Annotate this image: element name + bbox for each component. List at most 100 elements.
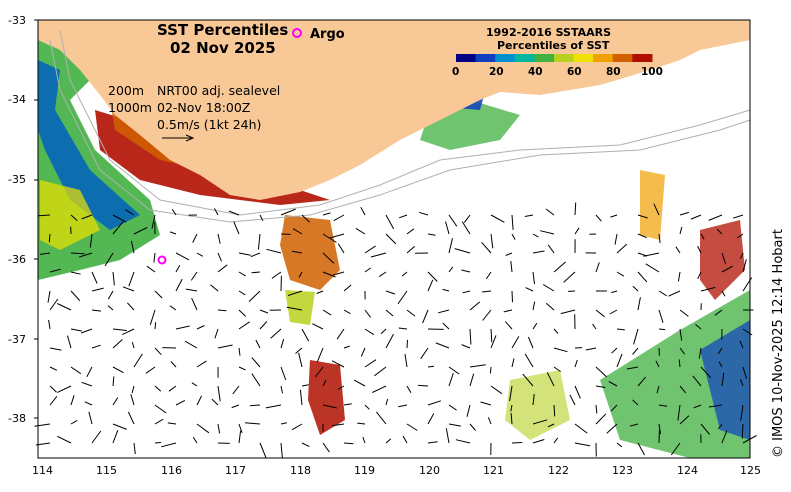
current-vector	[161, 442, 177, 448]
current-vector	[404, 354, 408, 368]
current-vector	[122, 328, 135, 336]
current-vector	[112, 376, 115, 387]
bathymetry-contours	[49, 29, 751, 223]
current-vector	[616, 353, 623, 368]
current-vector	[238, 252, 251, 256]
current-vector	[448, 238, 453, 254]
current-vector	[217, 264, 228, 273]
current-vector	[469, 423, 476, 431]
current-vector	[445, 428, 450, 444]
current-vector	[385, 398, 389, 406]
current-vector	[292, 228, 303, 235]
current-vector	[490, 385, 503, 395]
current-vector	[595, 404, 598, 414]
current-vector	[329, 233, 345, 239]
current-vector	[271, 271, 282, 279]
current-vector	[337, 243, 345, 254]
current-vector	[658, 233, 661, 243]
current-vector	[539, 230, 555, 235]
current-vector	[48, 233, 51, 243]
current-vector	[385, 309, 394, 317]
sst-patch-se-mix	[600, 290, 750, 458]
current-vector	[287, 290, 303, 296]
current-vector	[238, 290, 246, 296]
current-vector	[574, 227, 580, 235]
sealevel-time-label: 02-Nov 18:00Z	[157, 100, 250, 115]
current-vector	[332, 271, 345, 276]
current-vector	[280, 208, 296, 216]
current-vector	[658, 328, 666, 331]
current-vector	[490, 214, 505, 223]
current-vector	[244, 422, 261, 425]
current-vector	[490, 233, 494, 249]
current-vector	[112, 339, 123, 349]
current-vector	[238, 271, 246, 277]
current-vector	[154, 404, 167, 414]
current-vector	[48, 319, 51, 330]
current-vector	[532, 233, 539, 238]
current-vector	[104, 252, 114, 267]
current-vector	[175, 278, 183, 292]
current-vector	[248, 290, 261, 302]
current-vector	[546, 372, 555, 387]
current-vector	[721, 290, 726, 297]
current-vector	[34, 423, 51, 427]
current-vector	[427, 441, 438, 444]
current-vector	[70, 271, 81, 275]
current-vector	[217, 344, 233, 349]
legend-title-line2: Percentiles of SST	[497, 39, 610, 52]
current-vector	[553, 261, 567, 273]
current-vector	[545, 302, 555, 311]
current-vector	[131, 341, 135, 349]
current-vector	[695, 324, 702, 330]
current-vector	[406, 309, 416, 317]
current-vector	[171, 209, 177, 216]
sst-patch-west-yellow	[40, 180, 100, 250]
current-vector	[331, 423, 345, 427]
current-vector	[585, 347, 597, 351]
current-vector	[170, 361, 177, 368]
current-vector	[610, 214, 618, 218]
current-vector	[214, 328, 219, 339]
current-vector	[490, 335, 497, 349]
current-vector	[211, 398, 219, 406]
current-vector	[574, 359, 578, 368]
current-vector	[708, 214, 723, 221]
current-vector	[716, 228, 723, 235]
current-vector	[632, 285, 639, 292]
current-vector	[47, 290, 51, 303]
current-vector	[322, 252, 335, 264]
current-vector	[233, 221, 240, 235]
current-vector	[527, 336, 534, 349]
current-vector	[742, 259, 747, 273]
legend-color-swatch	[612, 54, 633, 62]
current-vector	[265, 404, 282, 409]
current-vector	[57, 303, 72, 311]
current-vector	[509, 385, 513, 402]
legend-color-swatch	[632, 54, 653, 62]
current-vector	[645, 263, 660, 273]
current-vector	[250, 252, 261, 258]
current-vector	[679, 347, 686, 355]
current-vector	[505, 252, 513, 256]
current-vector	[133, 353, 143, 368]
sst-patch-west-blue	[38, 60, 140, 230]
current-vector	[217, 385, 221, 402]
map-date: 02 Nov 2025	[170, 39, 276, 57]
current-vector	[692, 375, 702, 387]
current-vector	[259, 309, 269, 314]
current-vector	[107, 305, 114, 311]
current-vector	[741, 423, 744, 439]
map-title: SST Percentiles	[157, 21, 288, 39]
current-vector	[406, 228, 415, 235]
current-vector	[714, 309, 723, 316]
current-vector	[70, 290, 81, 301]
current-vector	[547, 423, 555, 428]
current-vector	[574, 442, 591, 447]
current-vector	[127, 302, 135, 311]
current-vector	[511, 358, 515, 368]
current-vector	[448, 423, 461, 427]
legend-tick-label: 40	[528, 66, 543, 78]
current-vector	[196, 325, 205, 330]
